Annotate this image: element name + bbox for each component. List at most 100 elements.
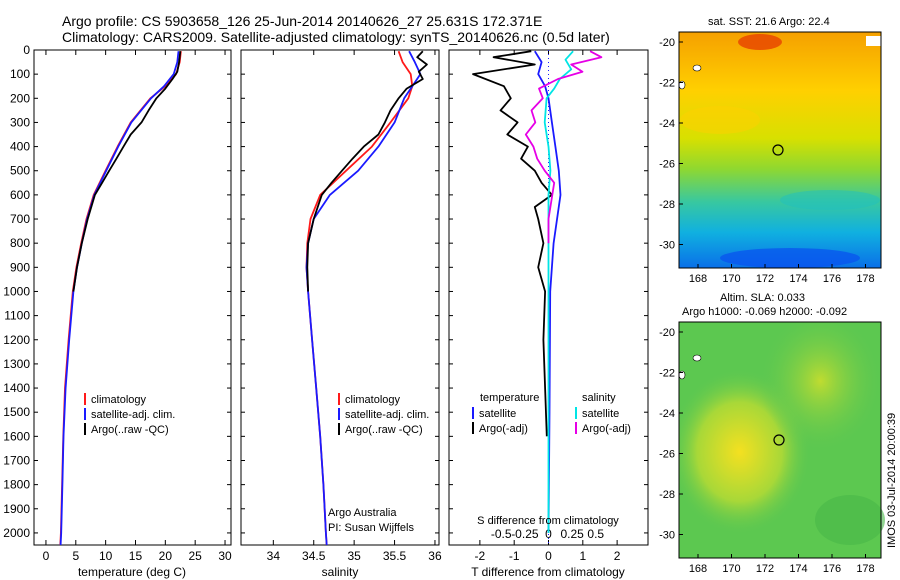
y-tick-label: 700 [10, 212, 30, 226]
argo-float-marker [773, 434, 785, 446]
sst-map [678, 31, 882, 269]
x-tick-label: 35.5 [383, 549, 407, 563]
map-lat-label: -22 [659, 78, 675, 90]
series-line-argo-raw-qc- [72, 51, 182, 292]
x-tick-label: 34 [267, 549, 281, 563]
map-lat-label: -28 [659, 199, 675, 211]
map-lon-label: 170 [722, 273, 740, 285]
top-tick-label: 0.5 [587, 527, 604, 541]
legend-label: climatology [91, 394, 147, 406]
y-tick-label: 1300 [3, 357, 30, 371]
sla-map-subtitle: Argo h1000: -0.069 h2000: -0.092 [682, 306, 847, 318]
map-ticks: 168 170 172 174 176 178 -20 -22 -24 -26 -28 -30 168 1… [659, 37, 875, 575]
figure-title-line2: Climatology: CARS2009. Satellite-adjuste… [62, 29, 610, 45]
map-lon-label: 176 [823, 273, 841, 285]
argo-australia-label: Argo Australia [328, 507, 397, 519]
x-tick-label: 0 [43, 549, 50, 563]
y-tick-label: 2000 [3, 526, 30, 540]
map-lat-label: -24 [659, 408, 675, 420]
map-lon-label: 172 [756, 273, 774, 285]
pi-label: PI: Susan Wijffels [328, 522, 414, 534]
y-tick-label: 100 [10, 67, 30, 81]
diff-xlabel: T difference from climatology [471, 565, 625, 579]
map-lon-label: 178 [856, 563, 874, 575]
series-line-s-argo-adj- [524, 50, 603, 244]
series-line-satellite-adj-clim- [305, 50, 422, 546]
sst-map-title: sat. SST: 21.6 Argo: 22.4 [708, 16, 830, 28]
legend-label: climatology [345, 394, 401, 406]
legend-label: satellite-adj. clim. [345, 409, 429, 421]
salinity-legend: climatology satellite-adj. clim. Argo(..… [338, 393, 429, 436]
legend-label: Argo(-adj) [582, 423, 631, 435]
map-lon-label: 178 [856, 273, 874, 285]
difference-legend: temperature salinity satellite Argo(-adj… [472, 392, 631, 435]
y-tick-label: 400 [10, 140, 30, 154]
y-tick-label: 900 [10, 260, 30, 274]
temperature-legend: climatology satellite-adj. clim. Argo(..… [84, 393, 175, 436]
y-tick-label: 800 [10, 236, 30, 250]
x-tick-label: 0 [545, 549, 552, 563]
figure-title-line1: Argo profile: CS 5903658_126 25-Jun-2014… [62, 13, 542, 29]
series-line-t-satellite [534, 50, 562, 533]
x-tick-label: 1 [579, 549, 586, 563]
series-line-argo-raw-qc- [306, 50, 428, 292]
map-lon-label: 168 [689, 563, 707, 575]
x-tick-label: 10 [99, 549, 113, 563]
x-tick-label: 36 [428, 549, 442, 563]
x-tick-label: -2 [475, 549, 486, 563]
sla-map [678, 321, 885, 559]
temperature-plot-frame [33, 49, 232, 546]
series-line-t-argo-adj- [472, 50, 553, 437]
y-tick-label: 1100 [4, 309, 30, 323]
x-tick-label: 5 [72, 549, 79, 563]
x-tick-label: 34.5 [302, 549, 326, 563]
imos-credit: IMOS 03-Jul-2014 20:00:39 [886, 413, 898, 548]
y-tick-label: 1400 [3, 381, 30, 395]
top-tick-label: 0.25 [560, 527, 584, 541]
map-lat-label: -24 [659, 118, 675, 130]
x-tick-label: 30 [218, 549, 232, 563]
x-tick-label: 35 [347, 549, 361, 563]
chart-layers: 0 5 10 15 20 25 300100200300400500600700800900… [3, 43, 648, 563]
y-tick-label: 1900 [3, 502, 30, 516]
map-lon-label: 176 [823, 563, 841, 575]
legend-title: salinity [582, 392, 616, 404]
y-tick-label: 1800 [3, 478, 30, 492]
y-tick-label: 1500 [3, 405, 30, 419]
map-lon-label: 168 [689, 273, 707, 285]
x-tick-label: -1 [509, 549, 520, 563]
y-tick-label: 0 [23, 43, 30, 57]
map-lon-label: 174 [789, 563, 807, 575]
series-line-satellite-adj-clim- [59, 51, 180, 546]
legend-title: temperature [480, 392, 539, 404]
map-lat-label: -26 [659, 159, 675, 171]
legend-label: satellite [582, 408, 619, 420]
map-lon-label: 174 [789, 273, 807, 285]
y-tick-label: 200 [10, 91, 30, 105]
salinity-plot-frame [240, 49, 440, 546]
map-lon-label: 170 [722, 563, 740, 575]
y-tick-label: 600 [10, 188, 30, 202]
top-tick-label: -0.5 [491, 527, 512, 541]
x-tick-label: 2 [614, 549, 621, 563]
map-lat-label: -20 [659, 327, 675, 339]
legend-label: satellite-adj. clim. [91, 409, 175, 421]
map-lon-label: 172 [756, 563, 774, 575]
diff-top-axis-label: S difference from climatology [477, 515, 619, 527]
map-lat-label: -26 [659, 449, 675, 461]
legend-label: Argo(-adj) [479, 423, 528, 435]
x-tick-label: 15 [129, 549, 143, 563]
map-lat-label: -28 [659, 489, 675, 501]
sla-map-title: Altim. SLA: 0.033 [720, 292, 805, 304]
salinity-xlabel: salinity [322, 565, 359, 579]
series-line-s-satellite [543, 50, 574, 533]
legend-label: Argo(..raw -QC) [91, 424, 169, 436]
temperature-xlabel: temperature (deg C) [78, 565, 186, 579]
map-lat-label: -22 [659, 368, 675, 380]
y-tick-label: 1600 [3, 429, 30, 443]
y-tick-label: 1700 [3, 453, 30, 467]
x-tick-label: 20 [159, 549, 173, 563]
y-tick-label: 1200 [3, 333, 30, 347]
series-line-climatology [59, 51, 182, 546]
